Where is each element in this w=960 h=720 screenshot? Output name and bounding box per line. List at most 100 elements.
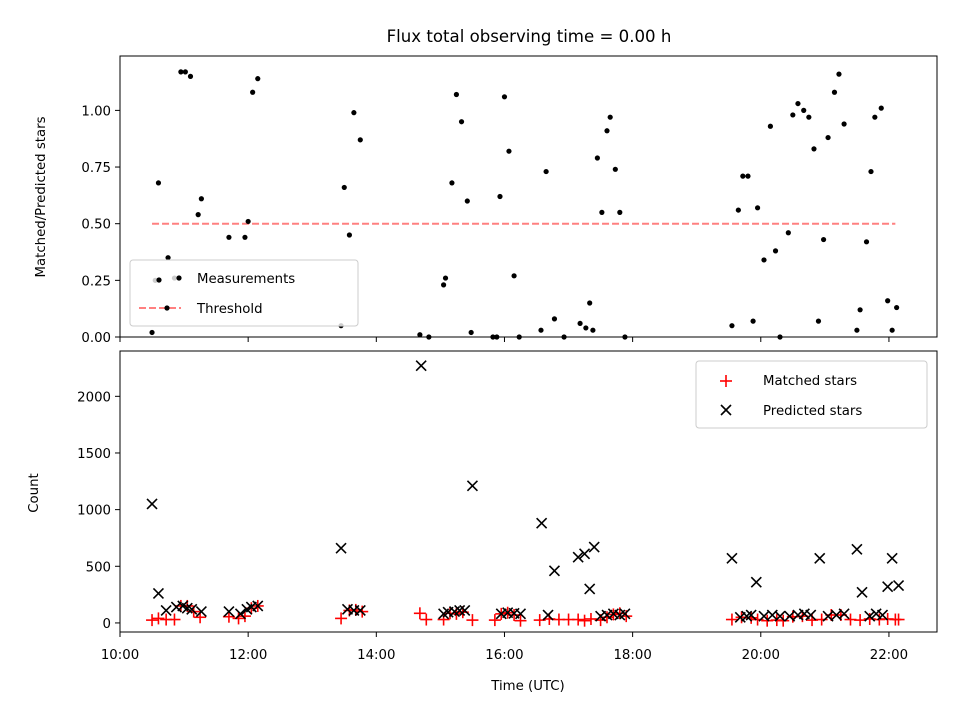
predicted-star-point (856, 586, 868, 598)
measurement-point (464, 198, 470, 204)
measurement-point (820, 236, 827, 243)
measurement-point (745, 173, 751, 179)
predicted-star-point (454, 604, 466, 617)
predicted-star-point (579, 548, 591, 560)
measurement-point (754, 205, 761, 211)
predicted-star-point (354, 604, 366, 617)
count-plot-y-label: Count (27, 473, 42, 513)
measurement-point (894, 304, 900, 311)
measurement-point (551, 316, 558, 322)
measurement-point (182, 69, 188, 75)
matched-star-point (745, 611, 758, 624)
matched-star-point (578, 614, 591, 627)
measurement-point (198, 196, 204, 202)
predicted-star-point (838, 608, 850, 620)
measurement-point (245, 218, 251, 225)
matched-star-point (514, 614, 527, 627)
count-plot-x-tick-label: 20:00 (742, 648, 780, 663)
matched-star-point (168, 613, 181, 626)
measurement-point (836, 71, 842, 77)
measurement-point (617, 209, 623, 215)
matched-star-point (152, 612, 165, 625)
measurement-point (806, 114, 812, 120)
ratio-plot-y-tick-label: 0.25 (81, 274, 111, 289)
measurement-point (612, 166, 618, 172)
matched-star-point (584, 612, 597, 625)
count-plot-y-tick-label: 1000 (77, 504, 111, 519)
predicted-star-point (886, 552, 898, 564)
measurement-point (442, 275, 449, 281)
legend-measurements-marker (176, 275, 182, 281)
ratio-plot-x-ticks (119, 337, 890, 342)
matched-star-point (488, 614, 501, 627)
ratio-plot-frame (119, 55, 938, 338)
count-legend: Matched stars Predicted stars (695, 360, 928, 429)
measurement-point (497, 193, 503, 200)
predicted-star-point (726, 552, 738, 564)
predicted-star-point (619, 608, 631, 620)
predicted-star-point (745, 609, 757, 621)
matched-star-point (466, 614, 479, 627)
measurement-point (815, 318, 822, 324)
predicted-star-point (466, 480, 478, 492)
predicted-star-point (876, 609, 889, 621)
predicted-star-point (514, 608, 527, 620)
measurement-point (587, 300, 593, 306)
measurement-point (583, 325, 589, 331)
predicted-star-point (882, 581, 894, 593)
count-plot-y-tick-label: 2000 (77, 390, 111, 405)
chart-title: Flux total observing time = 0.00 h (387, 27, 672, 46)
measurement-point (501, 94, 508, 100)
matched-star-point (892, 613, 905, 626)
ratio-plot-y-tick-label: 0.50 (81, 218, 111, 233)
count-plot-y-ticks: 0 500 1000 1500 2000 (77, 390, 120, 632)
predicted-star-point (234, 608, 247, 620)
measurement-point (868, 168, 874, 175)
count-plot-frame (119, 350, 938, 633)
measurement-point (872, 114, 878, 120)
count-plot-x-tick-label: 10:00 (101, 648, 139, 663)
ratio-plot: 0.00 0.25 0.50 0.75 1.00 Matched/Predicted s… (34, 55, 938, 346)
measurement-point (165, 255, 171, 261)
measurement-point (740, 173, 746, 179)
measurement-point (577, 320, 583, 327)
legend-predicted-marker (720, 404, 732, 416)
measurements-series (149, 69, 900, 340)
legend-matched-marker (720, 375, 732, 387)
matched-star-point (335, 612, 348, 625)
legend-measurements-marker (156, 277, 162, 283)
measurement-point (468, 329, 474, 336)
measurement-point (863, 239, 870, 245)
ratio-plot-y-tick-label: 0.00 (81, 331, 111, 346)
measurement-point (889, 327, 895, 333)
predicted-star-point (223, 606, 235, 618)
measurement-point (511, 273, 517, 279)
count-plot-x-tick-label: 18:00 (613, 648, 651, 663)
predicted-star-point (536, 517, 548, 529)
measurement-point (785, 230, 791, 236)
measurement-point (506, 148, 512, 154)
count-plot-x-tick-label: 16:00 (485, 648, 523, 663)
measurement-point (458, 119, 465, 125)
matched-star-point (420, 613, 433, 626)
measurement-point (604, 128, 610, 134)
measurement-point (242, 234, 248, 240)
count-plot: 10:00 12:00 14:00 16:00 18:00 20:00 22:00 0 500… (27, 350, 938, 694)
ratio-plot-y-label: Matched/Predicted stars (34, 116, 49, 277)
measurement-point (440, 282, 447, 288)
measurement-point (599, 209, 605, 215)
predicted-star-point (584, 583, 596, 595)
matched-star-point (854, 614, 867, 627)
predicted-star-point (588, 541, 600, 553)
measurement-point (878, 105, 884, 111)
ratio-plot-y-ticks: 0.00 0.25 0.50 0.75 1.00 (81, 104, 120, 346)
count-legend-box (695, 360, 928, 429)
measurement-point (825, 134, 831, 141)
predicted-star-point (146, 498, 158, 510)
measurement-point (417, 332, 423, 338)
count-plot-x-label: Time (UTC) (490, 679, 565, 694)
legend-predicted-label: Predicted stars (763, 404, 862, 419)
ratio-legend-box (129, 259, 359, 327)
matched-star-point (572, 613, 585, 626)
